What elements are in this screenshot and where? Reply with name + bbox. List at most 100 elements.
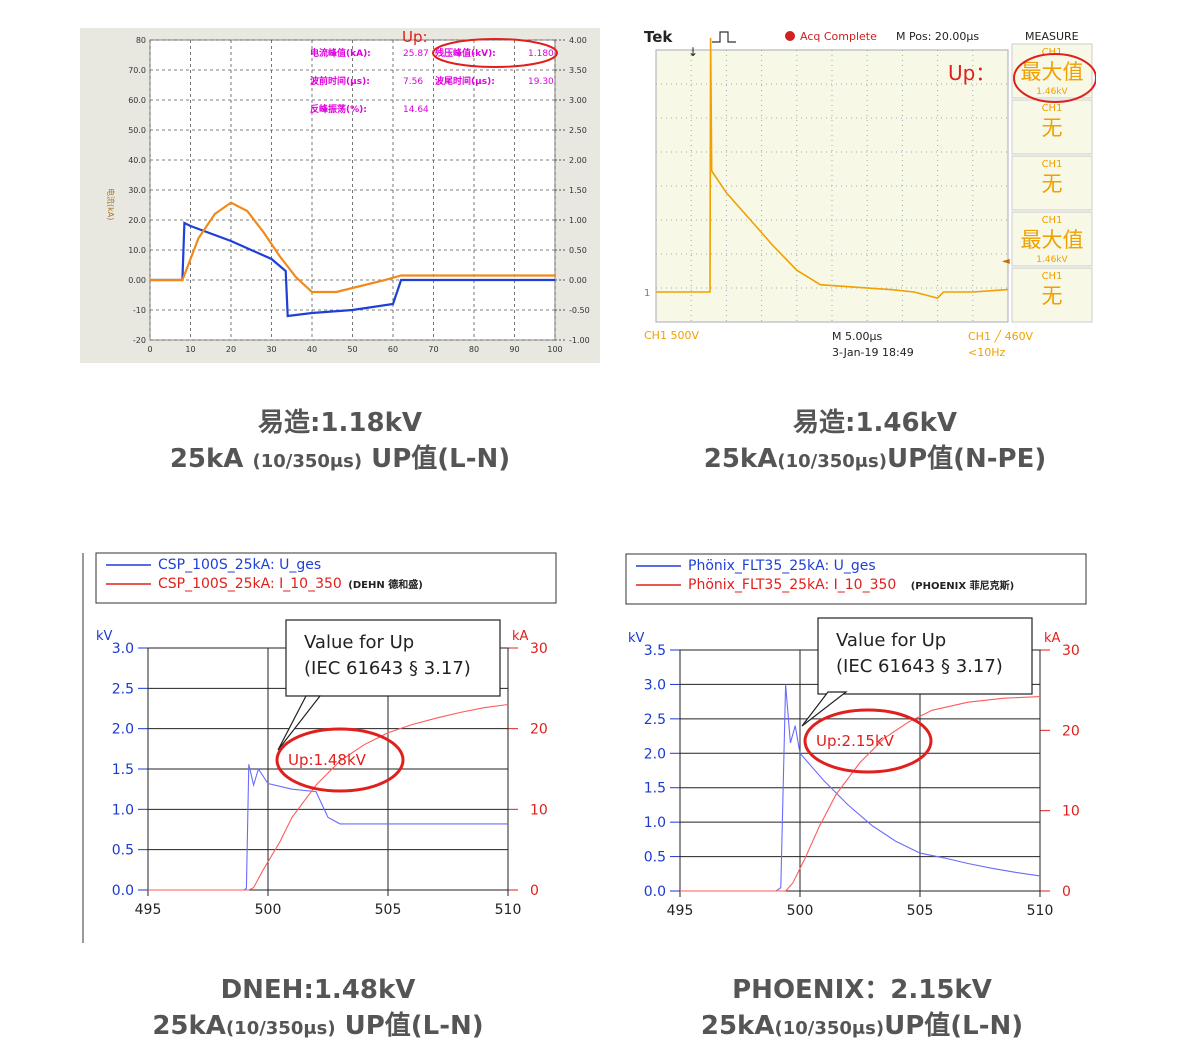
x-tick-label: 60 bbox=[388, 345, 398, 354]
callout-arrow bbox=[277, 695, 322, 751]
caption-1-title: 易造:1.18kV bbox=[258, 408, 422, 438]
caption-1-waveform: (10/350μs) bbox=[252, 451, 363, 472]
measure-sub: 1.46kV bbox=[1036, 255, 1068, 265]
right-tick-label: -0.50 bbox=[569, 306, 590, 315]
channel-marker: 1 bbox=[644, 288, 650, 299]
right-tick-label: 0.50 bbox=[569, 246, 587, 255]
measure-slot bbox=[1011, 43, 1093, 99]
readout-value: 25.87 bbox=[403, 49, 429, 59]
measure-channel: CH1 bbox=[1042, 47, 1063, 58]
up-highlight-ellipse bbox=[275, 727, 405, 793]
legend-suffix: (DEHN 德和盛) bbox=[348, 578, 423, 591]
left-tick-label: 0.5 bbox=[644, 850, 666, 866]
readout-value: 14.64 bbox=[403, 105, 429, 115]
x-tick-label: 80 bbox=[469, 345, 479, 354]
x-tick-label: 505 bbox=[375, 902, 402, 918]
readout-value: 1.180 bbox=[528, 49, 554, 59]
caption-2-subtitle: 25kA(10/350μs)UP值(N-PE) bbox=[615, 441, 1135, 480]
left-tick-label: 1.0 bbox=[112, 802, 134, 818]
right-tick-label: 1.50 bbox=[569, 186, 587, 195]
x-tick-label: 50 bbox=[347, 345, 357, 354]
right-tick-label: -1.00 bbox=[569, 336, 590, 345]
x-tick-label: 495 bbox=[667, 903, 694, 919]
up-label: Up: bbox=[402, 28, 428, 46]
measure-sub: 1.46kV bbox=[1036, 87, 1068, 97]
right-tick-label: 20 bbox=[530, 722, 548, 738]
right-tick-label: 10 bbox=[1062, 804, 1080, 820]
right-tick-label: 2.00 bbox=[569, 156, 587, 165]
left-tick-label: 40.0 bbox=[128, 156, 146, 165]
left-tick-label: 80 bbox=[136, 36, 146, 45]
callout-line-1: Value for Up bbox=[836, 630, 946, 651]
measure-channel: CH1 bbox=[1042, 215, 1063, 226]
caption-3: DNEH:1.48kV 25kA(10/350μs) UP值(L-N) bbox=[58, 972, 578, 1047]
x-tick-label: 90 bbox=[509, 345, 519, 354]
left-tick-label: 1.0 bbox=[644, 815, 666, 831]
up-label: Up:2.15kV bbox=[816, 732, 895, 750]
measure-title: MEASURE bbox=[1025, 30, 1079, 43]
x-tick-label: 100 bbox=[547, 345, 562, 354]
scope-status: Acq Complete bbox=[800, 30, 877, 43]
left-tick-label: 2.5 bbox=[112, 681, 134, 697]
left-tick-label: -20 bbox=[133, 336, 146, 345]
series-line-red bbox=[148, 703, 509, 891]
left-tick-label: 50.0 bbox=[128, 126, 146, 135]
trigger-frequency: <10Hz bbox=[968, 346, 1005, 359]
up-label: Up： bbox=[948, 61, 995, 85]
caption-4-up: UP值(L-N) bbox=[884, 1011, 1024, 1041]
callout-line-2: (IEC 61643 § 3.17) bbox=[836, 656, 1003, 677]
left-tick-label: 0.0 bbox=[644, 884, 666, 900]
caption-4: PHOENIX：2.15kV 25kA(10/350μs)UP值(L-N) bbox=[602, 972, 1122, 1047]
trigger-position-icon: ↓ bbox=[688, 45, 698, 59]
right-unit: kA bbox=[1044, 631, 1061, 646]
right-unit: kA bbox=[512, 629, 529, 644]
up-highlight-ellipse bbox=[803, 708, 933, 774]
left-tick-label: 30.0 bbox=[128, 186, 146, 195]
trigger-pulse-icon bbox=[712, 31, 736, 43]
time-scale: M 5.00μs bbox=[832, 330, 882, 343]
callout-line-2: (IEC 61643 § 3.17) bbox=[304, 658, 471, 679]
caption-4-waveform: (10/350μs) bbox=[774, 1018, 885, 1039]
left-unit: kV bbox=[628, 631, 645, 646]
x-tick-label: 495 bbox=[135, 902, 162, 918]
left-tick-label: 1.5 bbox=[112, 762, 134, 778]
callout-line-1: Value for Up bbox=[304, 632, 414, 653]
phoenix-chart: Phönix_FLT35_25kA: U_ges Phönix_FLT35_25k… bbox=[625, 553, 1087, 919]
measure-value: 最大值 bbox=[1021, 60, 1084, 84]
chart-panel-4: Phönix_FLT35_25kA: U_ges Phönix_FLT35_25k… bbox=[610, 548, 1100, 938]
caption-2-up: UP值(N-PE) bbox=[886, 444, 1047, 474]
left-tick-label: 1.5 bbox=[644, 781, 666, 797]
legend-box bbox=[95, 552, 557, 604]
left-tick-label: 0.00 bbox=[128, 276, 146, 285]
left-unit: kV bbox=[96, 629, 113, 644]
caption-2-current: 25kA bbox=[703, 444, 778, 474]
callout-box bbox=[817, 617, 1033, 695]
measure-value: 最大值 bbox=[1021, 228, 1084, 252]
right-tick-label: 4.00 bbox=[569, 36, 587, 45]
left-tick-label: 3.0 bbox=[644, 677, 666, 693]
dehn-chart: CSP_100S_25kA: U_ges CSP_100S_25kA: I_10_… bbox=[82, 552, 557, 943]
caption-3-title: DNEH:1.48kV bbox=[220, 975, 416, 1005]
trigger-level-icon: ◄ bbox=[1002, 256, 1010, 267]
legend-entry: CSP_100S_25kA: I_10_350 bbox=[158, 576, 342, 592]
measure-value: 无 bbox=[1042, 172, 1063, 196]
scope-trace bbox=[656, 37, 1009, 299]
caption-4-subtitle: 25kA(10/350μs)UP值(L-N) bbox=[602, 1008, 1122, 1047]
series-line-orange bbox=[150, 201, 555, 294]
up-label: Up:1.48kV bbox=[288, 751, 367, 769]
measure-slot bbox=[1011, 211, 1093, 267]
up-highlight-ellipse bbox=[1013, 53, 1096, 103]
right-tick-label: 20 bbox=[1062, 723, 1080, 739]
left-tick-label: 2.5 bbox=[644, 712, 666, 728]
oscilloscope-chart: Tek Acq Complete M Pos: 20.00μs MEASURE ↓ 1 ◄ C… bbox=[640, 26, 1096, 364]
left-tick-label: 2.0 bbox=[112, 722, 134, 738]
left-tick-label: 2.0 bbox=[644, 746, 666, 762]
x-tick-label: 0 bbox=[147, 345, 152, 354]
caption-1-current: 25kA bbox=[169, 444, 253, 474]
x-tick-label: 10 bbox=[185, 345, 195, 354]
caption-2: 易造:1.46kV 25kA(10/350μs)UP值(N-PE) bbox=[615, 405, 1135, 480]
legend-box bbox=[625, 553, 1087, 605]
left-tick-label: 3.5 bbox=[644, 643, 666, 659]
measure-channel: CH1 bbox=[1042, 103, 1063, 114]
readout-label: 电流峰值(kA): bbox=[310, 47, 371, 59]
